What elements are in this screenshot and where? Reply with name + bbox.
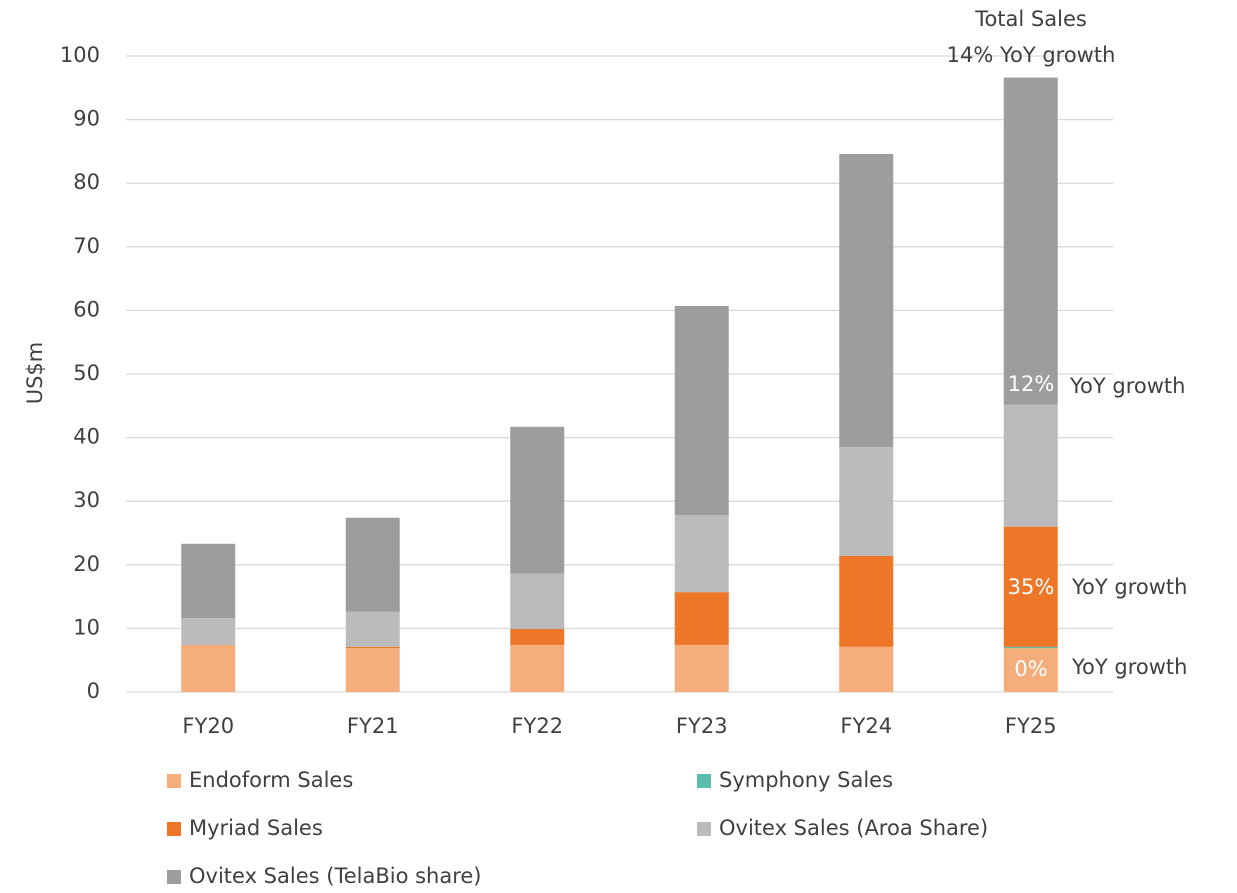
- x-tick-label: FY25: [1005, 714, 1057, 738]
- x-tick-label: FY24: [840, 714, 892, 738]
- y-tick-label: 90: [73, 107, 100, 131]
- annotation: 14% YoY growth: [947, 43, 1116, 67]
- y-tick-label: 30: [73, 488, 100, 512]
- annotation: 12%: [1008, 372, 1055, 396]
- legend-label: Myriad Sales: [189, 816, 323, 840]
- bar-segment: [510, 573, 565, 630]
- bar-segment: [181, 543, 236, 619]
- annotation: YoY growth: [1071, 655, 1187, 679]
- bar-segment: [839, 153, 894, 448]
- x-tick-label: FY22: [511, 714, 563, 738]
- bar-segment: [510, 426, 565, 574]
- y-tick-label: 0: [87, 679, 100, 703]
- bar-segment: [510, 629, 565, 645]
- bar-segment: [674, 592, 729, 645]
- y-tick-label: 20: [73, 552, 100, 576]
- legend-swatch: [697, 774, 711, 788]
- bar-segment: [345, 517, 400, 612]
- annotation: YoY growth: [1069, 374, 1185, 398]
- bar-segment: [1003, 77, 1058, 405]
- x-tick-label: FY21: [347, 714, 399, 738]
- y-tick-label: 70: [73, 234, 100, 258]
- bar-segment: [345, 611, 400, 647]
- legend-swatch: [167, 774, 181, 788]
- bar-segment: [345, 646, 400, 649]
- legend-label: Ovitex Sales (Aroa Share): [719, 816, 988, 840]
- legend-label: Ovitex Sales (TelaBio share): [189, 864, 482, 888]
- bar-segment: [181, 644, 236, 692]
- bar-segment: [510, 644, 565, 692]
- y-tick-label: 100: [60, 43, 100, 67]
- bar-segment: [181, 618, 236, 645]
- annotation: 35%: [1008, 575, 1055, 599]
- legend-label: Symphony Sales: [719, 768, 893, 792]
- bar-segment: [674, 305, 729, 516]
- bar-segment: [674, 515, 729, 593]
- legend-label: Endoform Sales: [189, 768, 353, 792]
- bar-segment: [839, 555, 894, 647]
- annotation: Total Sales: [974, 7, 1087, 31]
- legend-swatch: [167, 870, 181, 884]
- bar-segment: [1003, 648, 1058, 692]
- y-tick-label: 50: [73, 361, 100, 385]
- y-axis-label: US$m: [23, 342, 47, 405]
- annotation: YoY growth: [1071, 575, 1187, 599]
- bar-segment: [1003, 646, 1058, 649]
- bar-segment: [839, 447, 894, 556]
- bar-segment: [674, 644, 729, 692]
- x-tick-label: FY23: [676, 714, 728, 738]
- bar-segment: [1003, 404, 1058, 527]
- y-tick-label: 60: [73, 297, 100, 321]
- y-tick-label: 80: [73, 170, 100, 194]
- bar-segment: [839, 646, 894, 692]
- y-tick-label: 40: [73, 425, 100, 449]
- y-tick-label: 10: [73, 615, 100, 639]
- annotation: 0%: [1014, 657, 1047, 681]
- legend-swatch: [697, 822, 711, 836]
- legend-swatch: [167, 822, 181, 836]
- x-tick-label: FY20: [182, 714, 234, 738]
- bar-segment: [1003, 526, 1058, 647]
- bar-segment: [345, 648, 400, 692]
